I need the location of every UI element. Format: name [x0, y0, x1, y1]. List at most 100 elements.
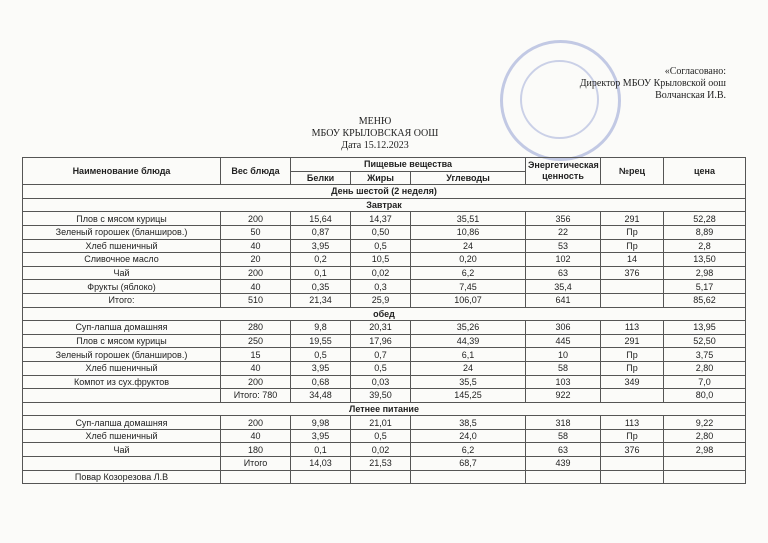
school: МБОУ КРЫЛОВСКАЯ ООШ	[311, 128, 439, 139]
cell	[350, 469, 411, 485]
section-cell: День шестой (2 неделя)	[21, 184, 747, 199]
cell: 376	[600, 442, 665, 458]
cell	[22, 456, 221, 471]
cell: 15	[220, 347, 291, 362]
cell: 0,68	[290, 374, 351, 390]
cell: Зеленый горошек (бланширов.)	[22, 224, 221, 240]
cell: 35,51	[409, 211, 527, 226]
cell: 0,02	[350, 442, 411, 458]
cell: 445	[525, 333, 602, 349]
cell: 7,45	[409, 279, 527, 294]
cell	[409, 469, 527, 485]
cell: 15,64	[290, 211, 351, 226]
cell: Пр	[600, 224, 665, 240]
cell: Чай	[22, 442, 221, 458]
cell: 250	[220, 333, 291, 349]
cell: 34,48	[290, 388, 351, 403]
cell	[600, 388, 665, 403]
cell: 19,55	[290, 333, 351, 349]
col-header: цена	[663, 156, 747, 186]
cell: 0,5	[350, 428, 411, 444]
table-row: Итого: 510 21,34 25,9 106,07 641 85,62	[22, 292, 747, 308]
cell: 7,0	[663, 374, 747, 390]
cell: Хлеб пшеничный	[22, 238, 221, 254]
cell: 80,0	[663, 388, 747, 403]
cell: Пр	[600, 360, 665, 376]
cell: 200	[220, 374, 291, 390]
cell: 40	[220, 428, 291, 444]
cell: 52,28	[663, 211, 747, 226]
cell: 291	[600, 211, 665, 226]
cell: 58	[525, 428, 602, 444]
title: МЕНЮ	[358, 116, 392, 127]
section-cell: Летнее питание	[21, 401, 747, 417]
cell: 2,80	[663, 360, 747, 376]
date: Дата 15.12.2023	[341, 140, 409, 151]
cell: 106,07	[409, 292, 527, 308]
cell: 10,86	[409, 224, 527, 240]
cell: 3,75	[663, 347, 747, 362]
cell: Пр	[600, 238, 665, 254]
cell: Итого	[220, 456, 291, 471]
cell: 24	[409, 360, 527, 376]
table-row: День шестой (2 неделя)	[21, 184, 747, 199]
cell: 0,5	[350, 360, 411, 376]
table-row: Летнее питание	[21, 401, 747, 417]
table-row: Фрукты (яблоко) 40 0,35 0,3 7,45 35,4 5,17	[22, 279, 747, 294]
cell	[600, 456, 665, 471]
table-row: Плов с мясом курицы 250 19,55 17,96 44,39 445…	[22, 333, 747, 349]
cell: 102	[525, 252, 602, 267]
cell: 13,50	[663, 252, 747, 267]
cell: 0,3	[350, 279, 411, 294]
table-row: Чай 180 0,1 0,02 6,2 63 376 2,98	[22, 442, 747, 458]
cell: 0,20	[409, 252, 527, 267]
cell: 0,35	[290, 279, 351, 294]
cell: 5,17	[663, 279, 747, 294]
table-row: Хлеб пшеничный 40 3,95 0,5 24 53 Пр 2,8	[22, 238, 747, 254]
approval-line: Волчанская И.В.	[655, 90, 726, 101]
cell: Сливочное масло	[22, 252, 221, 267]
cell: 2,98	[663, 265, 747, 281]
cell: 63	[525, 265, 602, 281]
cell: 22	[525, 224, 602, 240]
table-row: Чай 200 0,1 0,02 6,2 63 376 2,98	[22, 265, 747, 281]
cell: 68,7	[409, 456, 527, 471]
cell: 306	[525, 320, 602, 335]
table-row: обед	[21, 306, 747, 322]
section-cell: обед	[21, 306, 747, 322]
cell: Суп-лапша домашняя	[22, 415, 221, 430]
table-body: День шестой (2 неделя) Завтрак Плов с мясо…	[21, 184, 747, 485]
cell: 24,0	[409, 428, 527, 444]
cell: 35,26	[409, 320, 527, 335]
table-row: Завтрак	[21, 197, 747, 213]
cell: 21,53	[350, 456, 411, 471]
table-head: Наименование блюда Вес блюда Пищевые вещ…	[22, 156, 747, 186]
cell: 349	[600, 374, 665, 390]
cell: 200	[220, 415, 291, 430]
cell: 0,2	[290, 252, 351, 267]
cell: 52,50	[663, 333, 747, 349]
cell: 0,1	[290, 442, 351, 458]
cell: 0,03	[350, 374, 411, 390]
cell: 14,37	[350, 211, 411, 226]
cell: 200	[220, 211, 291, 226]
cell: 180	[220, 442, 291, 458]
cell: 20,31	[350, 320, 411, 335]
col-header: Белки	[290, 170, 351, 186]
cell: 113	[600, 320, 665, 335]
cell: 20	[220, 252, 291, 267]
cell: 0,5	[350, 238, 411, 254]
cell: 40	[220, 238, 291, 254]
cell: Суп-лапша домашняя	[22, 320, 221, 335]
cell: 21,01	[350, 415, 411, 430]
cell: 14,03	[290, 456, 351, 471]
col-header: Пищевые вещества	[289, 157, 527, 172]
table-row: Плов с мясом курицы 200 15,64 14,37 35,51 356…	[22, 211, 747, 226]
table-row: Компот из сух.фруктов 200 0,68 0,03 35,5 103 3…	[22, 374, 747, 390]
cell: 13,95	[663, 320, 747, 335]
cell: 0,87	[290, 224, 351, 240]
cell: 14	[600, 252, 665, 267]
cell: 280	[220, 320, 291, 335]
cell: 53	[525, 238, 602, 254]
